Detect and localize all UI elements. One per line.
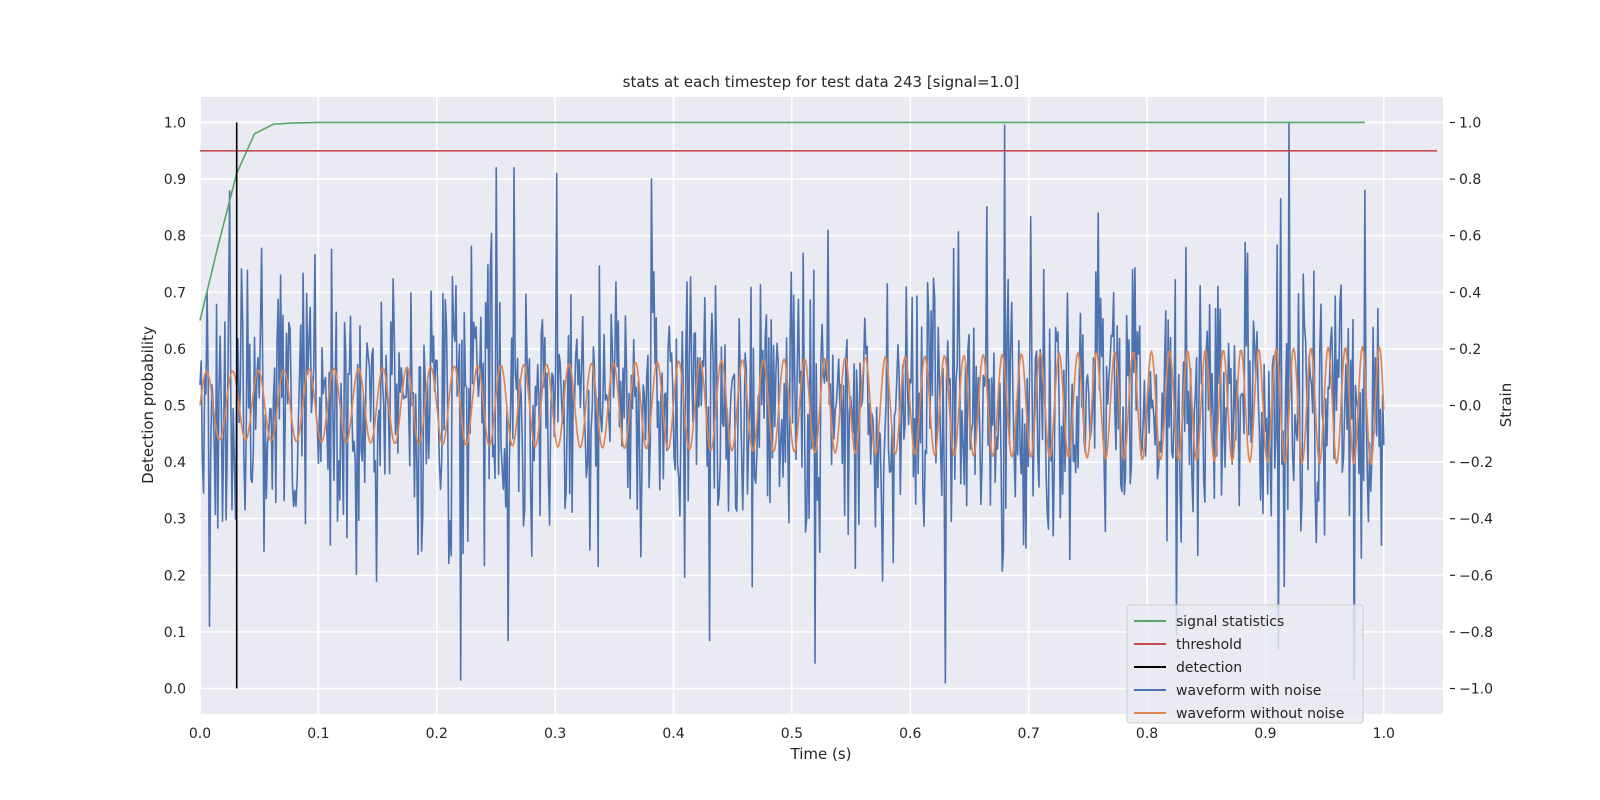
y-right-tick-label: 0.4 xyxy=(1459,285,1481,301)
x-tick-label: 0.3 xyxy=(544,726,566,742)
y-left-tick-label: 0.2 xyxy=(164,568,186,584)
x-tick-label: 0.5 xyxy=(781,726,803,742)
y-left-tick-label: 0.5 xyxy=(164,399,186,415)
legend-label: detection xyxy=(1176,660,1242,676)
x-tick-label: 0.7 xyxy=(1018,726,1040,742)
x-tick-label: 1.0 xyxy=(1373,726,1395,742)
y-left-tick-label: 0.3 xyxy=(164,512,186,528)
y-right-tick-label: 1.0 xyxy=(1459,115,1481,131)
y-right-tick-label: −0.6 xyxy=(1459,568,1493,584)
y-left-tick-label: 0.8 xyxy=(164,229,186,245)
x-tick-label: 0.8 xyxy=(1136,726,1158,742)
y-right-tick-label: −0.4 xyxy=(1459,512,1493,528)
y-left-tick-label: 0.1 xyxy=(164,625,186,641)
y-left-tick-label: 1.0 xyxy=(164,115,186,131)
x-axis-label: Time (s) xyxy=(790,745,852,763)
y-left-tick-label: 0.6 xyxy=(164,342,186,358)
y-right-tick-label: −0.8 xyxy=(1459,625,1493,641)
x-tick-label: 0.9 xyxy=(1254,726,1276,742)
legend-label: signal statistics xyxy=(1176,614,1284,630)
x-tick-label: 0.2 xyxy=(426,726,448,742)
x-tick-label: 0.4 xyxy=(662,726,684,742)
legend-label: waveform without noise xyxy=(1176,706,1344,722)
legend: signal statistics threshold detection wavef… xyxy=(1126,604,1364,724)
y-axis-left-label: Detection probability xyxy=(139,326,157,484)
x-tick-label: 0.6 xyxy=(899,726,921,742)
x-tick-label: 0.0 xyxy=(189,726,211,742)
y-axis-right-label: Strain xyxy=(1497,383,1515,427)
legend-box xyxy=(1126,604,1364,724)
x-tick-label: 0.1 xyxy=(307,726,329,742)
y-right-tick-label: 0.0 xyxy=(1459,399,1481,415)
legend-label: threshold xyxy=(1176,637,1242,653)
y-right-tick-label: −1.0 xyxy=(1459,682,1493,698)
y-right-tick-label: 0.6 xyxy=(1459,229,1481,245)
y-left-tick-label: 0.4 xyxy=(164,455,186,471)
y-left-tick-label: 0.7 xyxy=(164,285,186,301)
y-right-tick-label: 0.2 xyxy=(1459,342,1481,358)
series-line-waveform-without-noise xyxy=(199,345,1385,466)
series-line-signal-statistics xyxy=(199,121,1365,321)
ticks: 0.0 0.1 0.2 0.3 0.4 0.5 0.6 0.7 0.8 0.9 1.0 0.0 0.1 0… xyxy=(164,115,1493,742)
chart-title: stats at each timestep for test data 243… xyxy=(623,73,1020,91)
y-left-tick-label: 0.0 xyxy=(164,682,186,698)
legend-label: waveform with noise xyxy=(1176,683,1321,699)
y-left-tick-label: 0.9 xyxy=(164,172,186,188)
y-right-tick-label: −0.2 xyxy=(1459,455,1493,471)
series-layer xyxy=(199,121,1438,689)
series-line-waveform-with-noise xyxy=(199,121,1385,684)
y-right-tick-label: 0.8 xyxy=(1459,172,1481,188)
